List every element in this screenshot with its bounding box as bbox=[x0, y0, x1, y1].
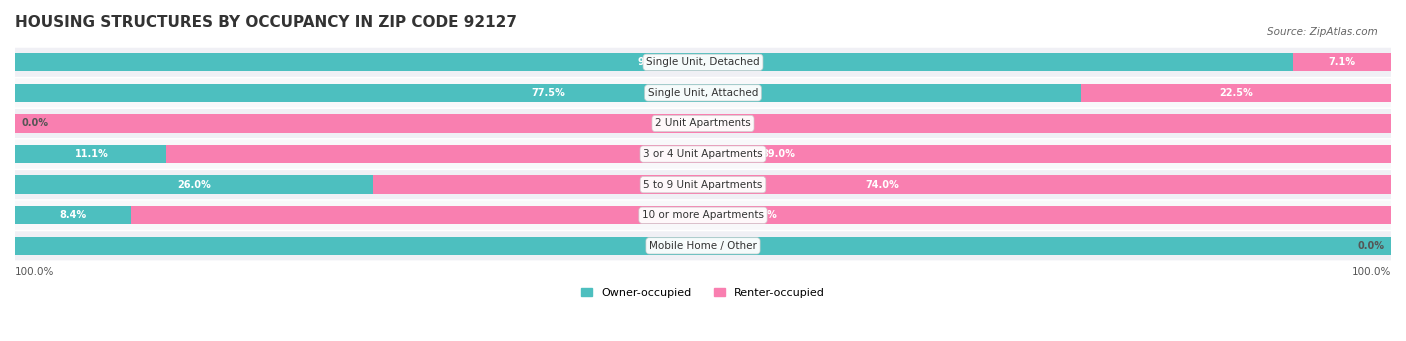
Bar bbox=[15, 114, 1391, 133]
Bar bbox=[15, 53, 1294, 72]
FancyBboxPatch shape bbox=[15, 48, 1391, 77]
Text: 92.9%: 92.9% bbox=[637, 57, 671, 67]
Text: 77.5%: 77.5% bbox=[531, 88, 565, 98]
Legend: Owner-occupied, Renter-occupied: Owner-occupied, Renter-occupied bbox=[576, 283, 830, 302]
Text: 5 to 9 Unit Apartments: 5 to 9 Unit Apartments bbox=[644, 180, 762, 190]
Text: 0.0%: 0.0% bbox=[22, 118, 49, 129]
Bar bbox=[15, 84, 1081, 102]
Text: 100.0%: 100.0% bbox=[1351, 267, 1391, 277]
Text: Mobile Home / Other: Mobile Home / Other bbox=[650, 241, 756, 251]
Text: 100.0%: 100.0% bbox=[15, 267, 55, 277]
FancyBboxPatch shape bbox=[15, 139, 1391, 168]
FancyBboxPatch shape bbox=[15, 109, 1391, 138]
Text: 0.0%: 0.0% bbox=[1357, 241, 1384, 251]
Bar bbox=[131, 206, 1391, 224]
Bar bbox=[15, 145, 167, 163]
Bar bbox=[373, 176, 1391, 194]
Text: 22.5%: 22.5% bbox=[1219, 88, 1253, 98]
Text: 89.0%: 89.0% bbox=[762, 149, 796, 159]
FancyBboxPatch shape bbox=[15, 201, 1391, 230]
Text: 10 or more Apartments: 10 or more Apartments bbox=[643, 210, 763, 220]
Text: 3 or 4 Unit Apartments: 3 or 4 Unit Apartments bbox=[643, 149, 763, 159]
Text: 100.0%: 100.0% bbox=[683, 241, 723, 251]
Text: HOUSING STRUCTURES BY OCCUPANCY IN ZIP CODE 92127: HOUSING STRUCTURES BY OCCUPANCY IN ZIP C… bbox=[15, 15, 517, 30]
Bar bbox=[15, 237, 1391, 255]
Text: 74.0%: 74.0% bbox=[865, 180, 898, 190]
Text: Source: ZipAtlas.com: Source: ZipAtlas.com bbox=[1267, 27, 1378, 37]
Bar bbox=[1294, 53, 1391, 72]
FancyBboxPatch shape bbox=[15, 78, 1391, 107]
Text: 26.0%: 26.0% bbox=[177, 180, 211, 190]
FancyBboxPatch shape bbox=[15, 231, 1391, 261]
Text: 2 Unit Apartments: 2 Unit Apartments bbox=[655, 118, 751, 129]
Bar bbox=[15, 176, 373, 194]
Text: 7.1%: 7.1% bbox=[1329, 57, 1355, 67]
Text: Single Unit, Detached: Single Unit, Detached bbox=[647, 57, 759, 67]
Bar bbox=[166, 145, 1391, 163]
FancyBboxPatch shape bbox=[15, 170, 1391, 199]
Text: 100.0%: 100.0% bbox=[683, 118, 723, 129]
Bar bbox=[15, 206, 131, 224]
Text: 11.1%: 11.1% bbox=[75, 149, 108, 159]
Text: Single Unit, Attached: Single Unit, Attached bbox=[648, 88, 758, 98]
Text: 8.4%: 8.4% bbox=[59, 210, 86, 220]
Text: 91.6%: 91.6% bbox=[744, 210, 778, 220]
Bar bbox=[1081, 84, 1391, 102]
